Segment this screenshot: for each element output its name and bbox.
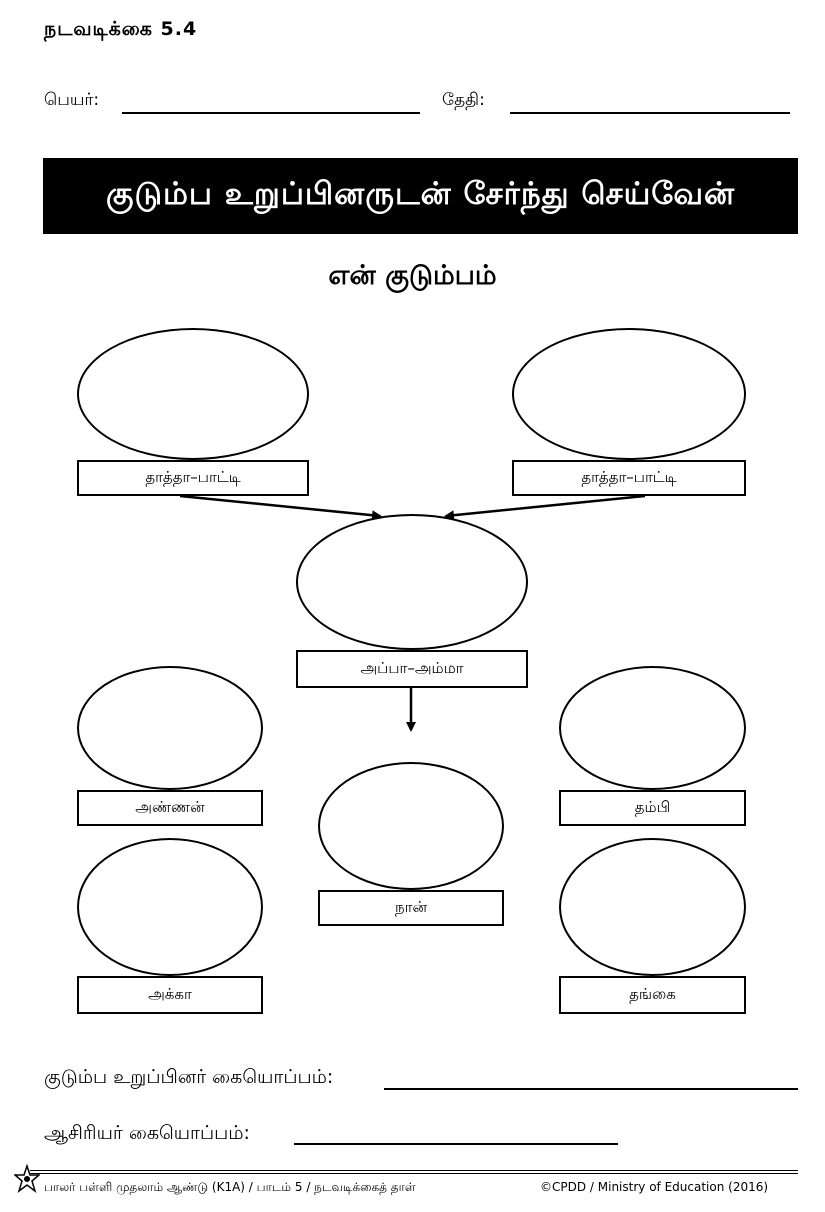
footer-copyright: ©CPDD / Ministry of Education (2016)	[540, 1180, 769, 1194]
family-member-signature-label: குடும்ப உறுப்பினர் கையொப்பம்:	[44, 1066, 334, 1088]
label-elder-brother: அண்ணன்	[77, 790, 263, 826]
footer-course-info: பாலர் பள்ளி முதலாம் ஆண்டு (K1A) / பாடம் …	[44, 1180, 416, 1194]
photo-oval-younger-sister[interactable]	[559, 838, 746, 976]
photo-oval-grandparents-right[interactable]	[512, 328, 746, 460]
activity-number: நடவடிக்கை 5.4	[44, 18, 198, 40]
label-younger-brother: தம்பி	[559, 790, 746, 826]
photo-oval-elder-brother[interactable]	[77, 666, 263, 790]
arrow-left-grandparents	[179, 494, 382, 521]
label-parents: அப்பா–அம்மா	[296, 650, 528, 688]
ministry-logo-icon	[14, 1164, 40, 1193]
title-banner: குடும்ப உறுப்பினருடன் சேர்ந்து செய்வேன்	[43, 158, 798, 234]
teacher-signature-label: ஆசிரியர் கையொப்பம்:	[44, 1122, 250, 1144]
footer-divider	[30, 1170, 798, 1171]
label-me: நான்	[318, 890, 504, 926]
date-field[interactable]	[510, 112, 790, 114]
label-younger-sister: தங்கை	[559, 976, 746, 1014]
label-grandparents-left: தாத்தா–பாட்டி	[77, 460, 309, 496]
label-grandparents-right: தாத்தா–பாட்டி	[512, 460, 746, 496]
photo-oval-parents[interactable]	[296, 514, 528, 650]
page-subtitle: என் குடும்பம்	[328, 260, 497, 291]
photo-oval-elder-sister[interactable]	[77, 838, 263, 976]
name-field[interactable]	[122, 112, 420, 114]
date-label: தேதி:	[442, 90, 485, 110]
photo-oval-grandparents-left[interactable]	[77, 328, 309, 460]
teacher-signature-field[interactable]	[294, 1143, 618, 1145]
name-label: பெயர்:	[44, 90, 100, 110]
photo-oval-me[interactable]	[318, 762, 504, 890]
footer-divider-second	[30, 1173, 798, 1174]
photo-oval-younger-brother[interactable]	[559, 666, 746, 790]
label-elder-sister: அக்கா	[77, 976, 263, 1014]
arrow-right-grandparents	[444, 494, 646, 521]
family-member-signature-field[interactable]	[384, 1088, 798, 1090]
